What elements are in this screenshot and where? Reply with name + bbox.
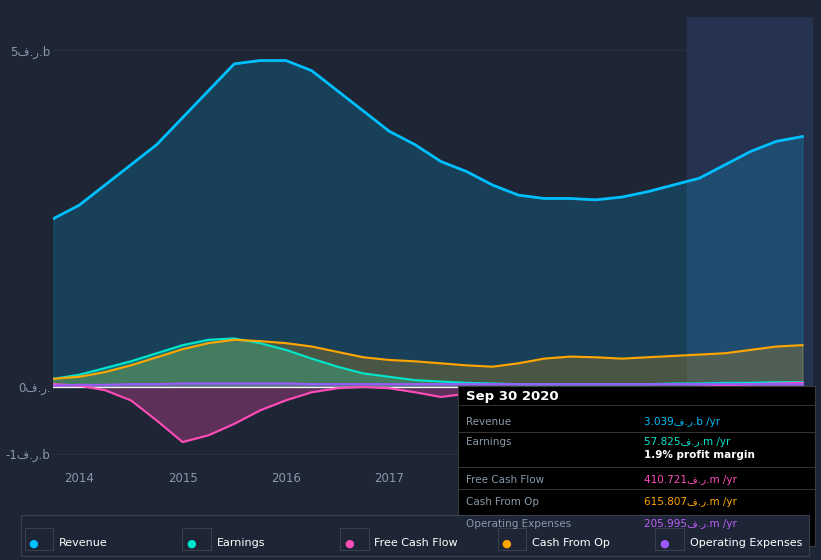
Text: Free Cash Flow: Free Cash Flow (374, 538, 458, 548)
Text: Free Cash Flow: Free Cash Flow (466, 475, 544, 484)
Text: Earnings: Earnings (217, 538, 265, 548)
Text: ●: ● (29, 538, 39, 548)
Text: ●: ● (659, 538, 669, 548)
Text: 3.039ف.ر.b /yr: 3.039ف.ر.b /yr (644, 418, 720, 427)
Text: ●: ● (344, 538, 354, 548)
Text: Revenue: Revenue (466, 418, 511, 427)
Text: Revenue: Revenue (59, 538, 108, 548)
Text: 615.807ف.ر.m /yr: 615.807ف.ر.m /yr (644, 497, 736, 507)
Bar (686, 17, 813, 468)
Text: Operating Expenses: Operating Expenses (690, 538, 802, 548)
Text: 1.9% profit margin: 1.9% profit margin (644, 450, 754, 460)
Text: 410.721ف.ر.m /yr: 410.721ف.ر.m /yr (644, 475, 736, 484)
Text: ●: ● (186, 538, 196, 548)
Text: Cash From Op: Cash From Op (532, 538, 610, 548)
Text: Sep 30 2020: Sep 30 2020 (466, 390, 559, 403)
Text: Cash From Op: Cash From Op (466, 497, 539, 507)
Text: 205.995ف.ر.m /yr: 205.995ف.ر.m /yr (644, 520, 736, 529)
Text: ●: ● (502, 538, 511, 548)
Text: Operating Expenses: Operating Expenses (466, 520, 571, 529)
Text: 57.825ف.ر.m /yr: 57.825ف.ر.m /yr (644, 437, 730, 447)
Text: Earnings: Earnings (466, 437, 511, 447)
